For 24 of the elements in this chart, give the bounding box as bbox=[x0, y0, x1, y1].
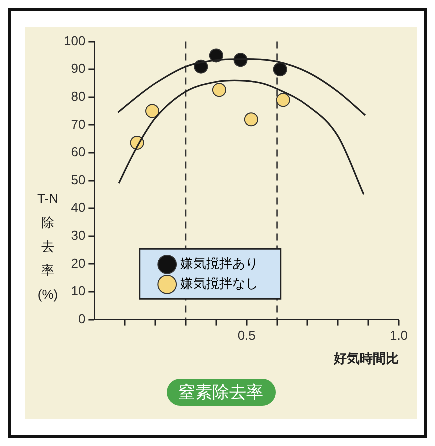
x-tick-label: 0.5 bbox=[238, 328, 256, 344]
x-axis-title: 好気時間比 bbox=[333, 350, 399, 366]
y-tick-label: 90 bbox=[71, 61, 86, 76]
y-tick-label: 20 bbox=[71, 256, 86, 271]
legend-label: 嫌気撹拌あり bbox=[180, 256, 258, 272]
y-tick-label: 0 bbox=[78, 311, 86, 326]
line-series bbox=[118, 80, 365, 196]
y-tick-label: 100 bbox=[64, 33, 86, 48]
text: 窒素除去率 bbox=[166, 379, 276, 406]
y-tick-label: 80 bbox=[71, 88, 86, 104]
y-tick-label: 40 bbox=[71, 200, 86, 216]
y-tick-label: 30 bbox=[71, 228, 86, 243]
legend-label: 嫌気撹拌なし bbox=[180, 276, 258, 292]
point bbox=[212, 83, 226, 98]
y-tick-label: 50 bbox=[71, 172, 86, 188]
y-tick-label: 10 bbox=[71, 284, 86, 299]
point bbox=[244, 112, 258, 127]
y-axis-title: T-N除去率(%) bbox=[36, 190, 60, 304]
y-tick-label: 70 bbox=[71, 116, 86, 132]
point bbox=[276, 93, 290, 108]
x-tick-label: 1.0 bbox=[390, 328, 408, 344]
point bbox=[146, 104, 160, 118]
y-tick-label: 60 bbox=[71, 144, 86, 160]
point bbox=[273, 62, 288, 77]
